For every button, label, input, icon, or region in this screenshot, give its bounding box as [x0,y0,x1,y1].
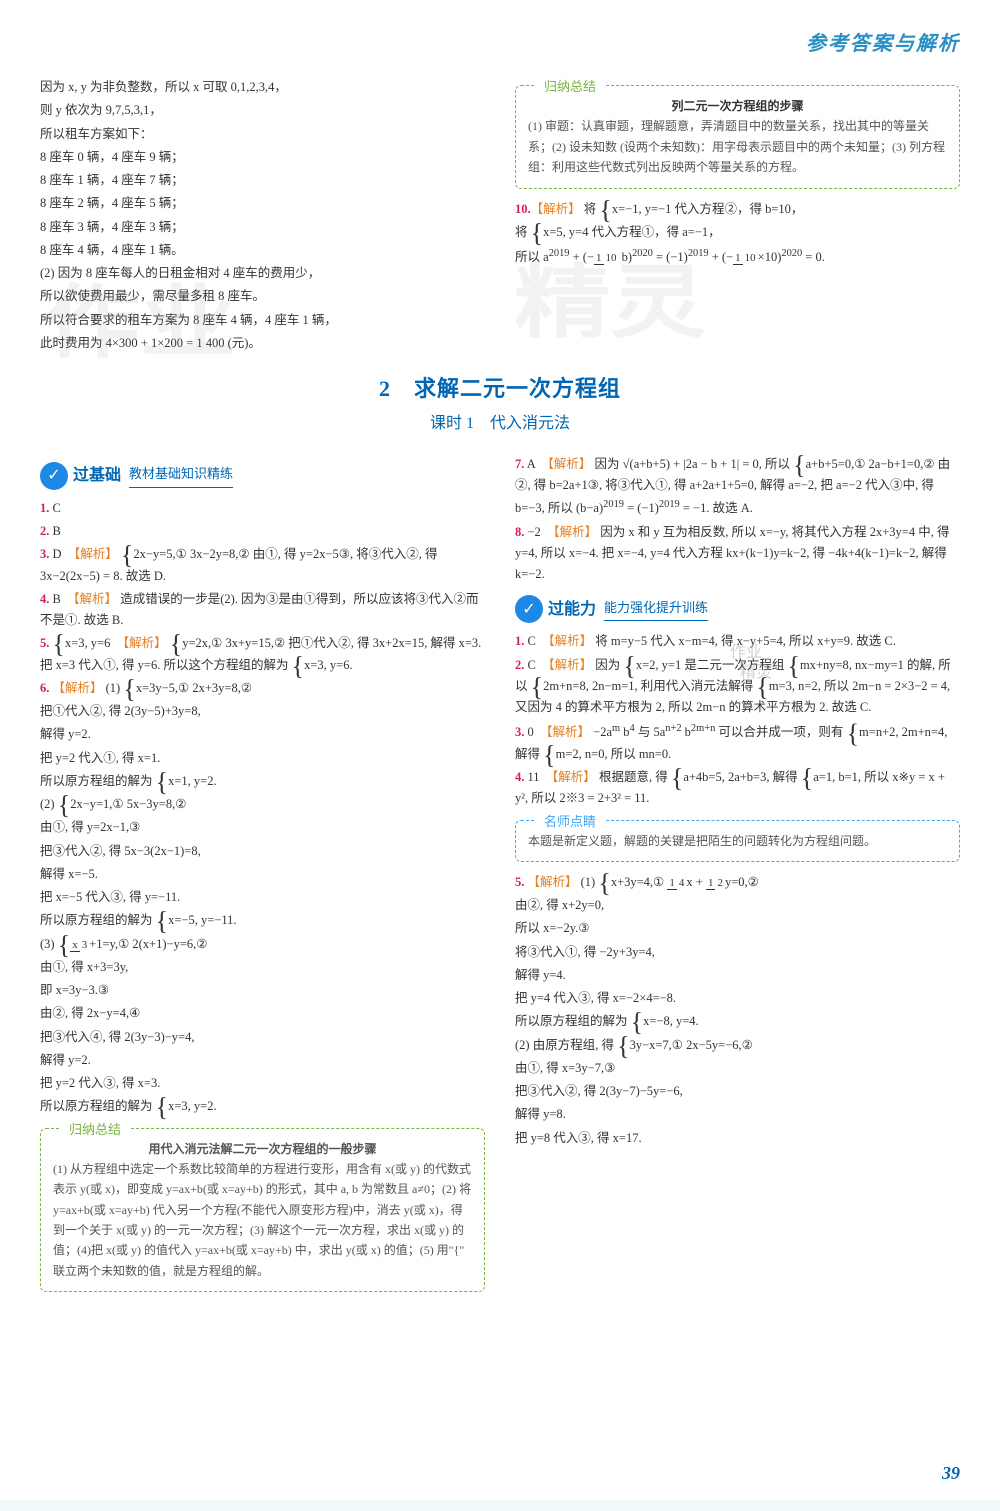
text-line: 则 y 依次为 9,7,5,3,1， [40,100,485,121]
text-line: 8 座车 4 辆，4 座车 1 辆。 [40,240,485,261]
step-line: (3) {x3+1=y,① 2(x+1)−y=6,② [40,934,485,955]
answer-item: 3. 0 【解析】 −2am b4 与 5an+2 b2m+n 可以合并成一项，… [515,720,960,765]
step-line: 把③代入②, 得 5x−3(2x−1)=8, [40,841,485,862]
step-line: 即 x=3y−3.③ [40,980,485,1001]
step-line: 把 y=8 代入③, 得 x=17. [515,1128,960,1149]
summary-heading: 用代入消元法解二元一次方程组的一般步骤 [53,1139,472,1159]
answer-item: 6. 【解析】 (1) {x=3y−5,① 2x+3y=8,② [40,678,485,699]
answer-item: 2. C 【解析】 因为 {x=2, y=1 是二元一次方程组 {mx+ny=8… [515,655,960,719]
step-line: (2) 由原方程组, 得 {3y−x=7,① 2x−5y=−6,② [515,1035,960,1056]
top-left-column: 因为 x, y 为非负整数，所以 x 可取 0,1,2,3,4， 则 y 依次为… [40,75,485,356]
step-line: (2) {2x−y=1,① 5x−3y=8,② [40,794,485,815]
summary-box: 归纳总结 列二元一次方程组的步骤 (1) 审题：认真审题，理解题意，弄清题目中的… [515,85,960,189]
ability-subtitle: 能力强化提升训练 [604,598,708,622]
step-line: 由①, 得 x+3=3y, [40,957,485,978]
step-line: 把 x=−5 代入③, 得 y=−11. [40,887,485,908]
ability-title: 过能力 [548,597,596,623]
basics-title: 过基础 [73,463,121,489]
text-line: 8 座车 2 辆，4 座车 5 辆； [40,193,485,214]
step-line: 所以原方程组的解为 {x=−5, y=−11. [40,910,485,931]
step-line: 解得 y=2. [40,1050,485,1071]
solution-line: 10.【解析】 将 {x=−1, y=−1 代入方程②，得 b=10， [515,199,960,220]
check-icon: ✓ [515,595,543,623]
text-line: 因为 x, y 为非负整数，所以 x 可取 0,1,2,3,4， [40,77,485,98]
answer-item: 8. −2 【解析】 因为 x 和 y 互为相反数, 所以 x=−y, 将其代入… [515,522,960,586]
chapter-title: 2 求解二元一次方程组 [40,371,960,406]
text-line: 8 座车 1 辆，4 座车 7 辆； [40,170,485,191]
step-line: 由①, 得 x=3y−7,③ [515,1058,960,1079]
step-line: 解得 x=−5. [40,864,485,885]
answer-item: 2. B [40,521,485,542]
summary-box-title: 归纳总结 [536,76,604,98]
solution-line: 所以 a2019 + (−110 b)2020 = (−1)2019 + (−1… [515,245,960,268]
solution-line: 将 {x=5, y=4 代入方程①，得 a=−1， [515,222,960,243]
answer-item: 7. A 【解析】 因为 √(a+b+5) + |2a − b + 1| = 0… [515,454,960,520]
summary-heading: 列二元一次方程组的步骤 [528,96,947,116]
step-line: 所以原方程组的解为 {x=1, y=2. [40,771,485,792]
check-icon: ✓ [40,462,68,490]
right-column: 7. A 【解析】 因为 √(a+b+5) + |2a − b + 1| = 0… [515,452,960,1302]
step-line: 所以 x=−2y.③ [515,918,960,939]
answer-item: 4. B 【解析】 造成错误的一步是(2). 因为③是由①得到，所以应该将③代入… [40,589,485,632]
text-line: 所以欲使费用最少，需尽量多租 8 座车。 [40,286,485,307]
page-number: 39 [942,1459,960,1488]
answer-item: 5. 【解析】 (1) {x+3y=4,① 14x + 12y=0,② [515,872,960,893]
text-line: 8 座车 0 辆，4 座车 9 辆； [40,147,485,168]
step-line: 把 y=2 代入①, 得 x=1. [40,748,485,769]
basics-header: ✓ 过基础 教材基础知识精练 [40,462,485,490]
summary-body: (1) 从方程组中选定一个系数比较简单的方程进行变形，用含有 x(或 y) 的代… [53,1159,472,1281]
step-line: 将③代入①, 得 −2y+3y=4, [515,942,960,963]
teacher-body: 本题是新定义题，解题的关键是把陌生的问题转化为方程组问题。 [528,831,947,851]
main-columns: ✓ 过基础 教材基础知识精练 1. C 2. B 3. D 【解析】 {2x−y… [40,452,960,1302]
teacher-box: 名师点睛 本题是新定义题，解题的关键是把陌生的问题转化为方程组问题。 [515,820,960,862]
summary-box: 归纳总结 用代入消元法解二元一次方程组的一般步骤 (1) 从方程组中选定一个系数… [40,1128,485,1293]
answer-item: 5. {x=3, y=6 【解析】 {y=2x,① 3x+y=15,② 把①代入… [40,633,485,676]
step-line: 把③代入④, 得 2(3y−3)−y=4, [40,1027,485,1048]
step-line: 把①代入②, 得 2(3y−5)+3y=8, [40,701,485,722]
step-line: 把③代入②, 得 2(3y−7)−5y=−6, [515,1081,960,1102]
step-line: 由②, 得 2x−y=4,④ [40,1003,485,1024]
summary-body: (1) 审题：认真审题，理解题意，弄清题目中的数量关系，找出其中的等量关系；(2… [528,116,947,177]
lesson-title: 课时 1 代入消元法 [40,411,960,437]
answer-item: 1. C 【解析】 将 m=y−5 代入 x−m=4, 得 x−y+5=4, 所… [515,631,960,652]
step-line: 解得 y=2. [40,724,485,745]
teacher-box-title: 名师点睛 [536,811,604,833]
answer-item: 3. D 【解析】 {2x−y=5,① 3x−2y=8,② 由①, 得 y=2x… [40,544,485,587]
text-line: (2) 因为 8 座车每人的日租金相对 4 座车的费用少， [40,263,485,284]
left-column: ✓ 过基础 教材基础知识精练 1. C 2. B 3. D 【解析】 {2x−y… [40,452,485,1302]
step-line: 由①, 得 y=2x−1,③ [40,817,485,838]
step-line: 由②, 得 x+2y=0, [515,895,960,916]
top-right-column: 归纳总结 列二元一次方程组的步骤 (1) 审题：认真审题，理解题意，弄清题目中的… [515,75,960,356]
text-line: 所以符合要求的租车方案为 8 座车 4 辆，4 座车 1 辆， [40,310,485,331]
text-line: 所以租车方案如下： [40,124,485,145]
ability-header: ✓ 过能力 能力强化提升训练 [515,595,960,623]
step-line: 把 y=4 代入③, 得 x=−2×4=−8. [515,988,960,1009]
summary-box-title: 归纳总结 [61,1119,129,1141]
step-line: 所以原方程组的解为 {x=−8, y=4. [515,1011,960,1032]
step-line: 把 y=2 代入③, 得 x=3. [40,1073,485,1094]
top-columns: 因为 x, y 为非负整数，所以 x 可取 0,1,2,3,4， 则 y 依次为… [40,75,960,356]
step-line: 解得 y=8. [515,1104,960,1125]
answer-item: 4. 11 【解析】 根据题意, 得 {a+4b=5, 2a+b=3, 解得 {… [515,767,960,810]
basics-subtitle: 教材基础知识精练 [129,464,233,488]
text-line: 此时费用为 4×300 + 1×200 = 1 400 (元)。 [40,333,485,354]
page: 作业 精灵 作业 精灵 参考答案与解析 因为 x, y 为非负整数，所以 x 可… [0,0,1000,1500]
step-line: 解得 y=4. [515,965,960,986]
answer-item: 1. C [40,498,485,519]
step-line: 所以原方程组的解为 {x=3, y=2. [40,1096,485,1117]
page-header: 参考答案与解析 [40,20,960,75]
text-line: 8 座车 3 辆，4 座车 3 辆； [40,217,485,238]
